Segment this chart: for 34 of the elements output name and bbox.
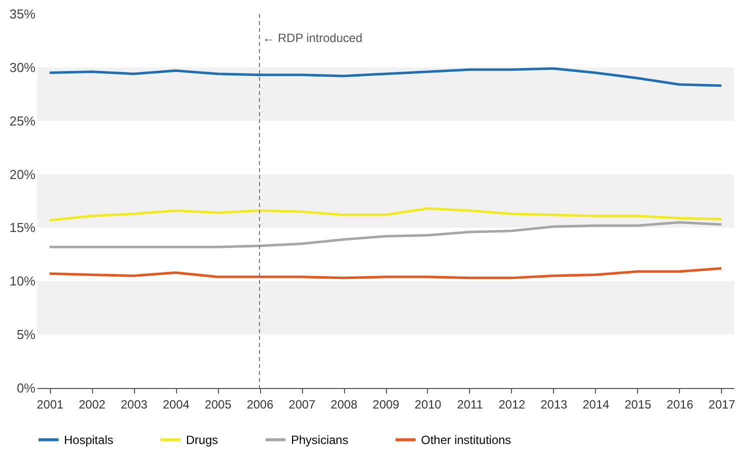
x-tick-label: 2009 xyxy=(372,398,400,412)
ref-line-label: ← RDP introduced xyxy=(262,31,362,45)
y-tick-label: 25% xyxy=(9,113,36,128)
legend-label: Drugs xyxy=(186,432,218,447)
x-tick-label: 2006 xyxy=(246,398,274,412)
x-tick-label: 2015 xyxy=(624,398,652,412)
legend-label: Other institutions xyxy=(421,432,512,447)
x-tick-label: 2001 xyxy=(36,398,64,412)
line-series xyxy=(48,221,723,248)
legend-label: Hospitals xyxy=(64,432,114,447)
x-tick-label: 2007 xyxy=(288,398,316,412)
y-tick-label: 15% xyxy=(9,220,36,236)
y-tick-label: 0% xyxy=(16,380,36,396)
x-tick-label: 2013 xyxy=(540,398,568,412)
line-series xyxy=(48,207,723,222)
legend-label: Physicians xyxy=(291,432,348,447)
y-tick-label: 10% xyxy=(9,274,36,289)
y-tick-label: 5% xyxy=(16,327,36,342)
x-tick-label: 2002 xyxy=(78,398,106,412)
x-tick-label: 2008 xyxy=(330,398,358,412)
x-tick-label: 2014 xyxy=(582,398,610,412)
x-tick-label: 2016 xyxy=(666,398,694,412)
x-tick-label: 2010 xyxy=(414,398,442,412)
y-tick-label: 30% xyxy=(9,60,36,75)
x-tick-label: 2012 xyxy=(498,398,526,412)
x-tick-label: 2011 xyxy=(457,398,484,412)
x-tick-label: 2005 xyxy=(204,398,232,412)
y-tick-label: 20% xyxy=(9,166,36,182)
x-tick-label: 2004 xyxy=(162,398,190,412)
y-tick-label: 35% xyxy=(9,6,36,22)
line-series xyxy=(48,67,723,87)
x-tick-label: 2003 xyxy=(120,398,148,412)
x-tick-label: 2017 xyxy=(708,398,736,412)
line-series xyxy=(48,267,723,280)
